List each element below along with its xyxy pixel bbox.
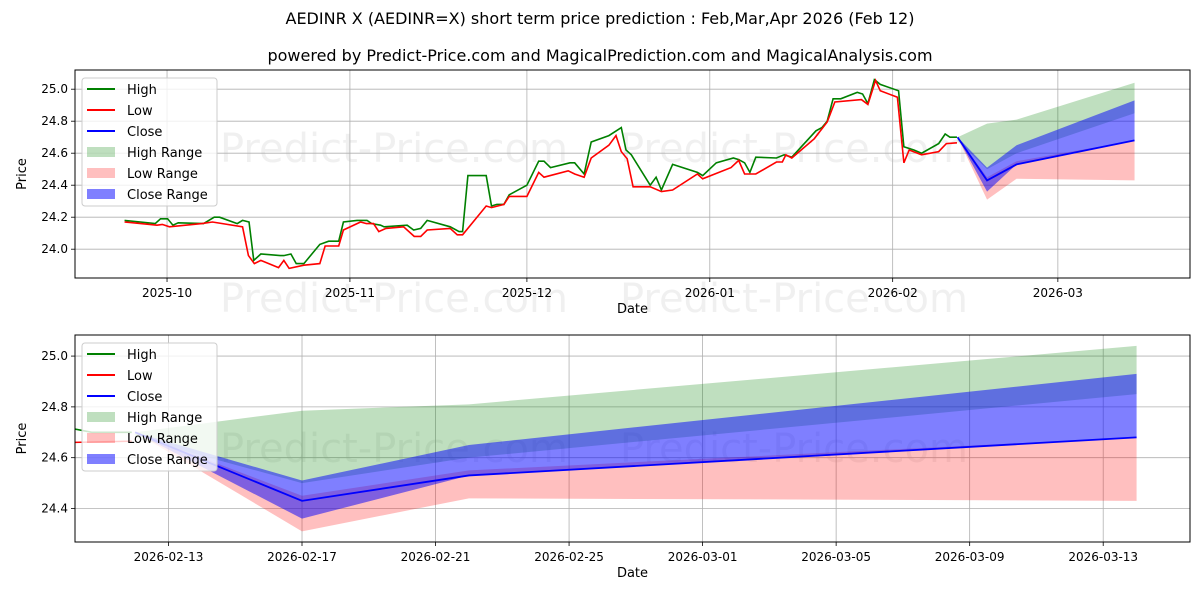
y-tick-label: 24.4	[41, 178, 68, 192]
legend-label: High Range	[127, 411, 202, 426]
legend-swatch-close-range	[87, 189, 115, 199]
legend-swatch-close-range	[87, 454, 115, 464]
legend-swatch-low-range	[87, 433, 115, 443]
low-range-band	[957, 137, 1135, 200]
x-tick-label: 2025-11	[325, 286, 375, 300]
y-tick-label: 24.0	[41, 242, 68, 256]
low-line	[124, 78, 958, 270]
plot-area	[75, 345, 1137, 532]
x-tick-label: 2026-03-13	[1068, 550, 1138, 564]
x-tick-label: 2025-12	[502, 286, 552, 300]
watermark: Predict-Price.com	[220, 276, 568, 322]
legend-label: Low	[127, 369, 153, 384]
x-tick-label: 2025-10	[142, 286, 192, 300]
y-tick-label: 25.0	[41, 82, 68, 96]
plot-frame	[74, 334, 1191, 543]
x-tick-label: 2026-03-05	[801, 550, 871, 564]
x-tick-label: 2026-02	[868, 286, 918, 300]
legend-swatch-high-range	[87, 412, 115, 422]
close-range-band	[957, 100, 1135, 192]
legend-label: Low	[127, 104, 153, 119]
legend-swatch-low-range	[87, 168, 115, 178]
watermark: Predict-Price.com	[220, 126, 568, 172]
low-range-band	[135, 432, 1137, 532]
x-tick-label: 2026-03-09	[935, 550, 1005, 564]
y-axis-label: Price	[15, 158, 30, 190]
x-axis-label: Date	[617, 566, 648, 581]
plot-area	[124, 78, 1135, 270]
legend-box	[81, 77, 218, 207]
close-line	[956, 136, 1135, 182]
y-tick-label: 25.0	[41, 349, 68, 363]
x-tick-label: 2026-02-13	[134, 550, 204, 564]
legend-box	[81, 342, 218, 472]
close-range-band	[135, 373, 1137, 519]
plot-frame	[74, 69, 1191, 279]
y-tick-label: 24.8	[41, 400, 68, 414]
x-tick-label: 2026-02-25	[534, 550, 604, 564]
high-range-band	[135, 345, 1137, 484]
watermark: Predict-Price.com	[620, 276, 968, 322]
legend-label: High	[127, 348, 157, 363]
x-tick-label: 2026-01	[685, 286, 735, 300]
y-tick-label: 24.2	[41, 210, 68, 224]
legend-label: Close Range	[127, 188, 208, 203]
legend-swatch-high-range	[87, 147, 115, 157]
legend-label: Close	[127, 390, 162, 405]
y-axis-label: Price	[15, 423, 30, 455]
high-range-band	[957, 82, 1135, 170]
legend-label: Low Range	[127, 432, 198, 447]
x-tick-label: 2026-02-21	[401, 550, 471, 564]
x-axis-label: Date	[617, 302, 648, 317]
x-tick-label: 2026-02-17	[267, 550, 337, 564]
y-tick-label: 24.6	[41, 146, 68, 160]
chart-subtitle: powered by Predict-Price.com and Magical…	[267, 46, 933, 65]
chart-title: AEDINR X (AEDINR=X) short term price pre…	[285, 9, 915, 28]
legend-label: High Range	[127, 146, 202, 161]
y-tick-label: 24.6	[41, 451, 68, 465]
y-tick-label: 24.4	[41, 501, 68, 515]
legend-label: High	[127, 83, 157, 98]
x-tick-label: 2026-03-01	[668, 550, 738, 564]
x-tick-label: 2026-03	[1033, 286, 1083, 300]
chart-forecast-zoom: Predict-Price.comPredict-Price.com2026-0…	[15, 334, 1191, 581]
chart-history-and-forecast: Predict-Price.com Predict-Price.com Predic…	[15, 69, 1191, 322]
legend-label: Close Range	[127, 453, 208, 468]
close-line	[134, 431, 1137, 502]
legend-label: Low Range	[127, 167, 198, 182]
legend-label: Close	[127, 125, 162, 140]
y-tick-label: 24.8	[41, 114, 68, 128]
high-line	[124, 78, 957, 265]
